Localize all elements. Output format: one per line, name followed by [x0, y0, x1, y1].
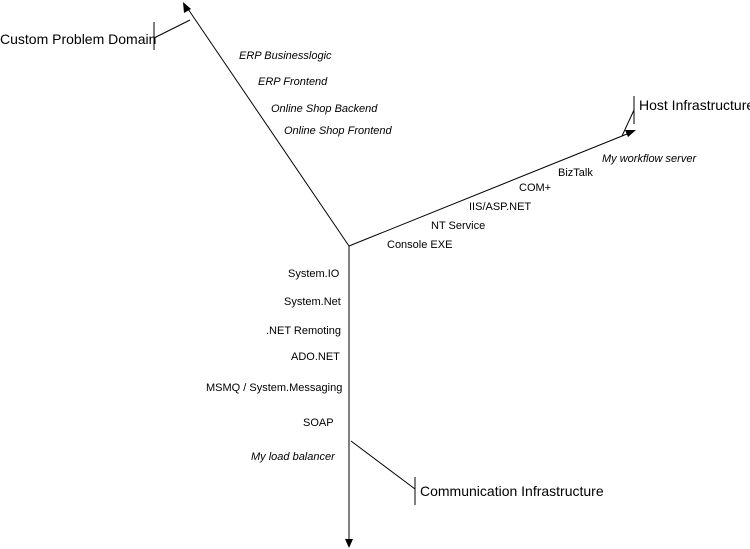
- problem-domain-title: Custom Problem Domain: [0, 31, 157, 47]
- host-infrastructure-title: Host Infrastructure: [639, 97, 750, 113]
- communication-item: System.Net: [284, 296, 341, 308]
- host-item: My workflow server: [602, 153, 697, 165]
- host-axis: [348, 131, 633, 247]
- problem-domain-item: ERP Businesslogic: [239, 50, 332, 62]
- host-item: IIS/ASP.NET: [469, 201, 532, 213]
- communication-item: MSMQ / System.Messaging: [206, 382, 343, 394]
- communication-arrowhead: [345, 539, 353, 548]
- host-arrowhead: [625, 130, 636, 137]
- communication-callout-line: [350, 440, 416, 490]
- problem-domain-item: Online Shop Backend: [271, 103, 378, 115]
- communication-infrastructure-title: Communication Infrastructure: [420, 483, 604, 499]
- problem-domain-arrowhead: [183, 2, 191, 13]
- host-item: BizTalk: [558, 167, 593, 179]
- problem-domain-callout-line: [153, 19, 191, 39]
- communication-item: .NET Remoting: [266, 325, 341, 337]
- problem-domain-axis: [185, 5, 350, 247]
- host-callout-line: [621, 109, 635, 137]
- host-item: NT Service: [431, 220, 486, 232]
- problem-domain-item: Online Shop Frontend: [284, 125, 392, 137]
- communication-item: My load balancer: [251, 451, 335, 463]
- host-item: Console EXE: [387, 239, 453, 251]
- communication-item: SOAP: [303, 417, 334, 429]
- host-item: COM+: [519, 182, 552, 194]
- communication-item: System.IO: [288, 268, 340, 280]
- communication-item: ADO.NET: [291, 351, 340, 363]
- problem-domain-item: ERP Frontend: [258, 76, 328, 88]
